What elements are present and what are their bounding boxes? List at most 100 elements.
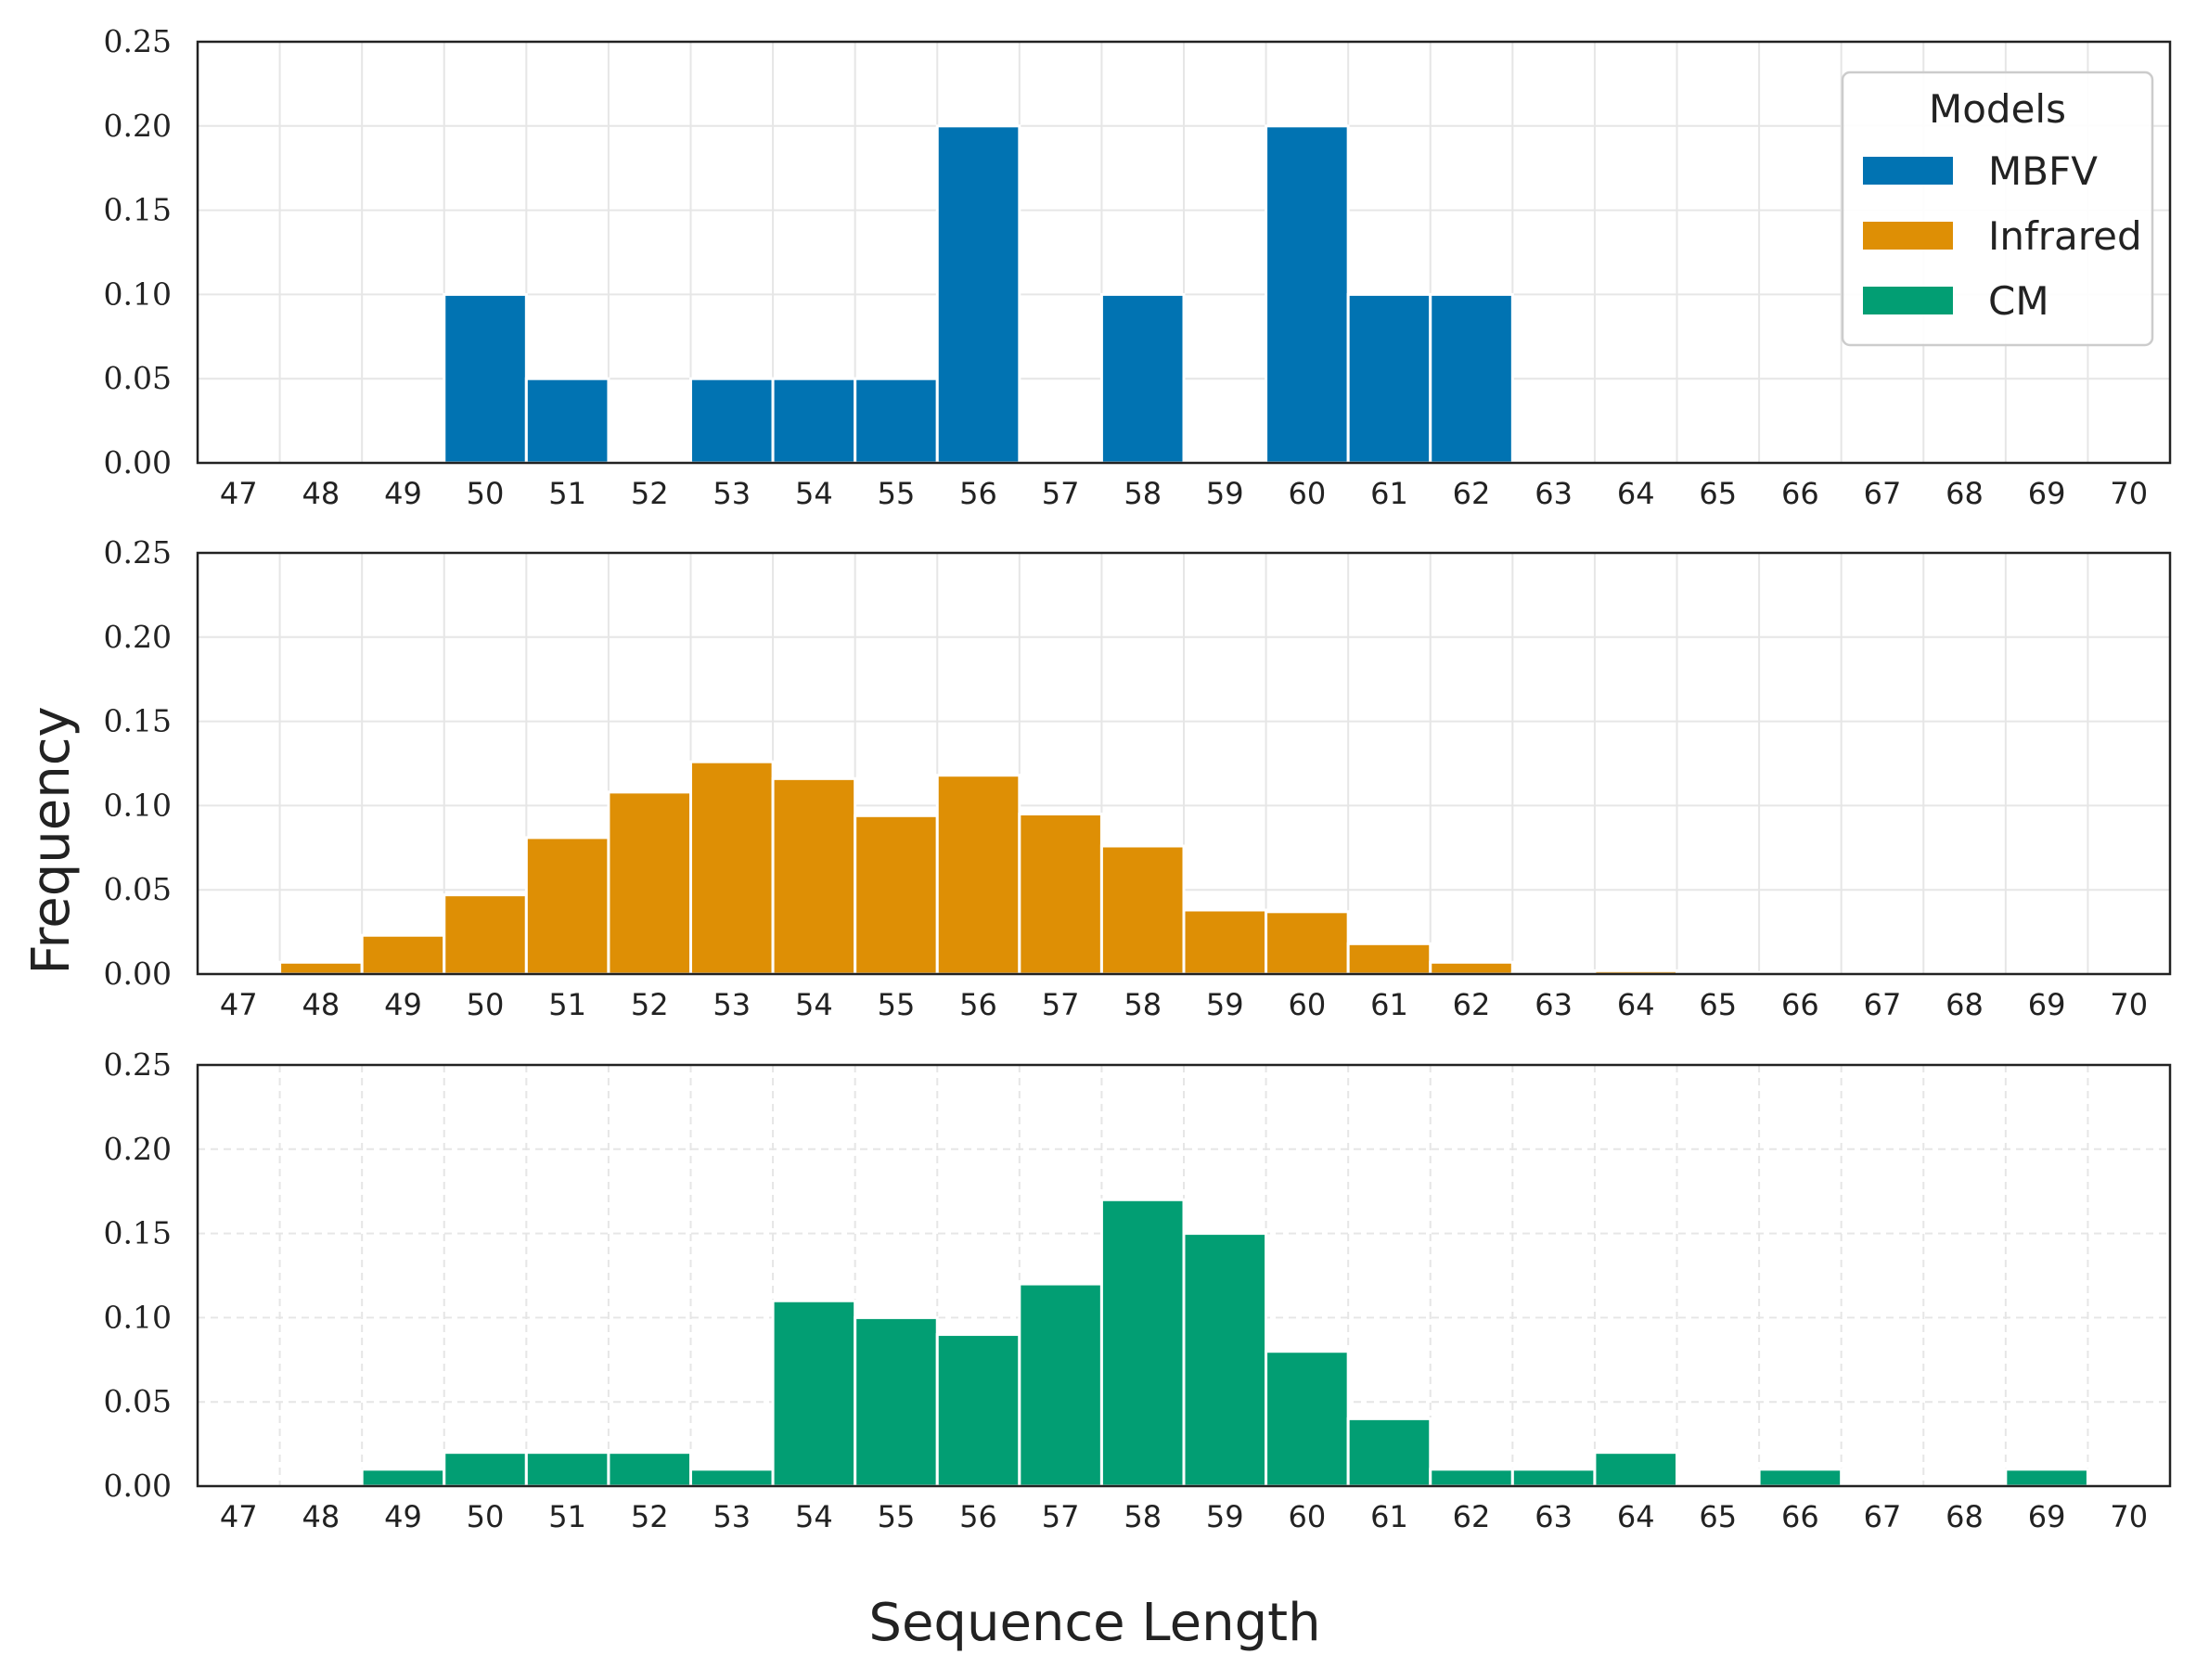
x-tick-label: 58 bbox=[1124, 1499, 1162, 1534]
bar-middle-48 bbox=[278, 960, 364, 976]
bar-middle-55 bbox=[854, 814, 939, 976]
x-tick-label: 50 bbox=[467, 1499, 505, 1534]
bar-bottom-59 bbox=[1182, 1232, 1268, 1488]
y-tick-label: 0.10 bbox=[104, 1299, 172, 1335]
x-tick-label: 57 bbox=[1042, 476, 1080, 511]
x-tick-label: 66 bbox=[1781, 476, 1819, 511]
y-tick-label: 0.20 bbox=[104, 619, 172, 655]
y-tick-label: 0.10 bbox=[104, 787, 172, 823]
plot-frame bbox=[196, 1063, 2172, 1488]
x-tick-label: 57 bbox=[1042, 987, 1080, 1022]
x-tick-label: 49 bbox=[384, 987, 422, 1022]
y-tick-label: 0.20 bbox=[104, 108, 172, 144]
plot-frame bbox=[196, 40, 2172, 465]
x-tick-label: 59 bbox=[1206, 1499, 1244, 1534]
legend-label-cm: CM bbox=[1988, 278, 2049, 324]
bar-top-55 bbox=[854, 377, 939, 465]
y-tick-label: 0.25 bbox=[104, 1046, 172, 1083]
x-tick-label: 54 bbox=[795, 476, 833, 511]
legend-swatch-mbfv bbox=[1863, 157, 1953, 185]
bar-bottom-49 bbox=[360, 1468, 446, 1488]
x-tick-label: 56 bbox=[959, 1499, 997, 1534]
bar-middle-49 bbox=[360, 933, 446, 976]
x-tick-label: 66 bbox=[1781, 987, 1819, 1022]
x-tick-label: 68 bbox=[1946, 1499, 1984, 1534]
bar-middle-61 bbox=[1346, 942, 1432, 976]
y-tick-label: 0.20 bbox=[104, 1131, 172, 1167]
bar-bottom-57 bbox=[1018, 1282, 1103, 1488]
bar-top-53 bbox=[689, 377, 775, 465]
y-tick-label: 0.00 bbox=[104, 444, 172, 481]
x-tick-label: 59 bbox=[1206, 987, 1244, 1022]
x-tick-label: 51 bbox=[548, 476, 586, 511]
x-tick-label: 60 bbox=[1289, 476, 1327, 511]
legend-label-mbfv: MBFV bbox=[1988, 148, 2098, 194]
bar-bottom-64 bbox=[1593, 1451, 1678, 1488]
legend-swatch-cm bbox=[1863, 287, 1953, 314]
x-tick-label: 64 bbox=[1617, 476, 1655, 511]
x-tick-label: 53 bbox=[713, 1499, 751, 1534]
bar-bottom-58 bbox=[1099, 1198, 1186, 1488]
x-tick-label: 62 bbox=[1453, 1499, 1491, 1534]
bar-top-51 bbox=[524, 377, 610, 465]
x-tick-label: 54 bbox=[795, 1499, 833, 1534]
x-tick-label: 68 bbox=[1946, 476, 1984, 511]
bar-top-62 bbox=[1429, 292, 1514, 465]
x-tick-label: 62 bbox=[1453, 476, 1491, 511]
x-tick-label: 64 bbox=[1617, 1499, 1655, 1534]
bar-top-50 bbox=[443, 292, 528, 465]
y-tick-label: 0.05 bbox=[104, 871, 172, 907]
x-tick-label: 63 bbox=[1535, 987, 1573, 1022]
x-tick-label: 49 bbox=[384, 476, 422, 511]
legend-frame bbox=[1841, 71, 2154, 347]
bar-bottom-61 bbox=[1346, 1417, 1432, 1488]
bar-top-60 bbox=[1265, 124, 1350, 465]
y-tick-label: 0.00 bbox=[104, 955, 172, 992]
y-tick-label: 0.25 bbox=[104, 534, 172, 571]
bar-middle-56 bbox=[935, 774, 1021, 976]
x-tick-label: 70 bbox=[2110, 476, 2148, 511]
x-tick-label: 70 bbox=[2110, 1499, 2148, 1534]
x-tick-label: 52 bbox=[631, 987, 669, 1022]
x-tick-label: 58 bbox=[1124, 987, 1162, 1022]
x-tick-label: 69 bbox=[2028, 1499, 2066, 1534]
x-tick-label: 53 bbox=[713, 476, 751, 511]
bar-middle-62 bbox=[1429, 960, 1514, 976]
bar-bottom-53 bbox=[689, 1468, 775, 1488]
y-tick-label: 0.10 bbox=[104, 276, 172, 312]
x-tick-label: 55 bbox=[878, 1499, 916, 1534]
bar-bottom-66 bbox=[1757, 1468, 1843, 1488]
x-tick-label: 64 bbox=[1617, 987, 1655, 1022]
x-tick-label: 56 bbox=[959, 476, 997, 511]
x-tick-label: 48 bbox=[302, 987, 340, 1022]
x-tick-label: 61 bbox=[1370, 987, 1408, 1022]
bar-bottom-54 bbox=[771, 1299, 857, 1488]
x-axis-title: Sequence Length bbox=[868, 1593, 1320, 1653]
y-tick-label: 0.05 bbox=[104, 1383, 172, 1419]
bar-middle-51 bbox=[524, 836, 610, 976]
y-axis-title: Frequency bbox=[21, 706, 82, 974]
legend-label-infrared: Infrared bbox=[1988, 213, 2142, 259]
x-tick-label: 52 bbox=[631, 476, 669, 511]
x-tick-label: 47 bbox=[220, 1499, 258, 1534]
bar-middle-50 bbox=[443, 893, 528, 976]
x-tick-label: 54 bbox=[795, 987, 833, 1022]
x-tick-label: 50 bbox=[467, 987, 505, 1022]
x-tick-label: 69 bbox=[2028, 987, 2066, 1022]
bar-middle-52 bbox=[607, 790, 693, 976]
x-tick-label: 62 bbox=[1453, 987, 1491, 1022]
x-tick-label: 67 bbox=[1864, 1499, 1902, 1534]
panel-top: 0.00 0.05 0.10 0.15 0.20 0.25 47 48 49 50 51 52 53 54… bbox=[104, 23, 2172, 511]
bar-bottom-60 bbox=[1265, 1350, 1350, 1488]
y-tick-label: 0.00 bbox=[104, 1468, 172, 1504]
bar-bottom-52 bbox=[607, 1451, 693, 1488]
bar-bottom-62 bbox=[1429, 1468, 1514, 1488]
x-tick-label: 61 bbox=[1370, 1499, 1408, 1534]
x-tick-label: 57 bbox=[1042, 1499, 1080, 1534]
x-tick-label: 70 bbox=[2110, 987, 2148, 1022]
bar-top-54 bbox=[771, 377, 857, 465]
x-tick-label: 51 bbox=[548, 987, 586, 1022]
x-tick-label: 58 bbox=[1124, 476, 1162, 511]
plot-frame bbox=[196, 551, 2172, 976]
